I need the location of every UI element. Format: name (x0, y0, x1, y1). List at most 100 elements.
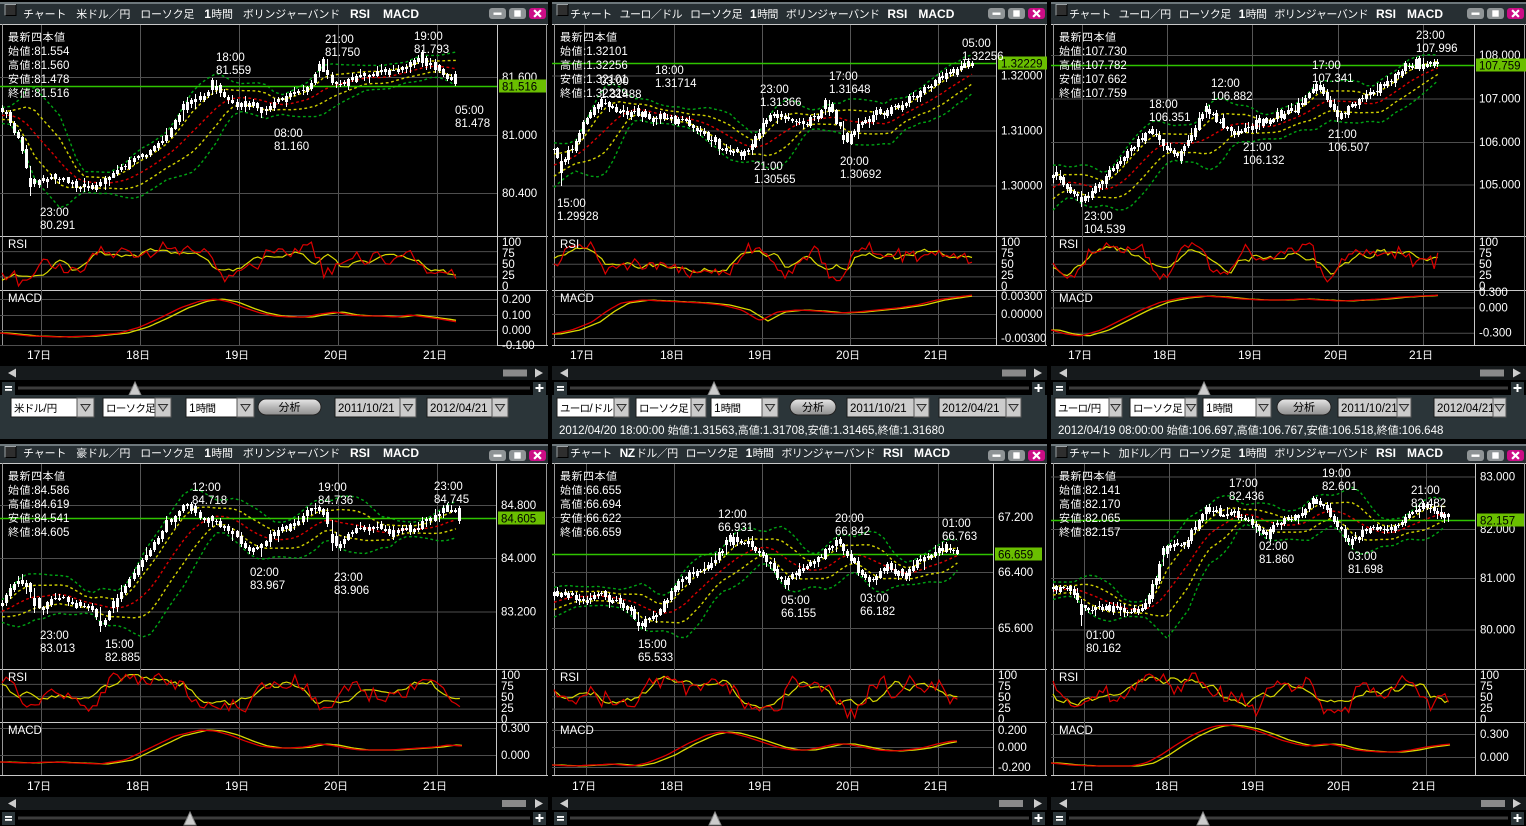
svg-text:-0.200: -0.200 (998, 762, 1031, 774)
svg-text:66.182: 66.182 (860, 606, 895, 618)
svg-text:21:00: 21:00 (1411, 485, 1440, 497)
svg-text:81.860: 81.860 (1259, 554, 1294, 566)
svg-text:1: 1 (204, 446, 211, 460)
svg-text:23:00: 23:00 (40, 630, 69, 642)
svg-text:100: 100 (1480, 670, 1499, 682)
svg-text:81.698: 81.698 (1348, 564, 1383, 576)
svg-text:100: 100 (1001, 237, 1020, 249)
svg-text:80.400: 80.400 (502, 188, 537, 200)
svg-text::82.170: :82.170 (1082, 499, 1120, 511)
svg-text::106.767,: :106.767, (1259, 425, 1307, 437)
svg-text:2011/10/21: 2011/10/21 (850, 403, 907, 415)
svg-text:81.000: 81.000 (1480, 573, 1515, 585)
svg-text:81.793: 81.793 (414, 44, 449, 56)
svg-text:-0.300: -0.300 (1479, 328, 1512, 340)
svg-text:0.00300: 0.00300 (1001, 291, 1043, 303)
svg-text::1.32101: :1.32101 (583, 74, 628, 86)
svg-text:/: / (1087, 401, 1091, 415)
svg-text:MACD: MACD (560, 725, 594, 737)
svg-text:81.000: 81.000 (502, 130, 537, 142)
svg-text:82.000: 82.000 (1480, 524, 1515, 536)
svg-text:80.162: 80.162 (1086, 643, 1121, 655)
svg-text::82.065: :82.065 (1082, 513, 1120, 525)
svg-text:RSI: RSI (883, 446, 903, 460)
svg-text:23:00: 23:00 (334, 572, 363, 584)
svg-text:05:00: 05:00 (455, 105, 484, 117)
svg-text:RSI: RSI (560, 672, 579, 684)
svg-text:23:00: 23:00 (434, 481, 463, 493)
svg-text:18: 18 (660, 779, 674, 793)
svg-text::81.516: :81.516 (31, 88, 69, 100)
svg-text:23:00: 23:00 (1084, 211, 1113, 223)
svg-text:19: 19 (225, 348, 239, 362)
svg-text:15:00: 15:00 (105, 639, 134, 651)
svg-text:75: 75 (501, 681, 514, 693)
svg-text:17:00: 17:00 (1312, 60, 1341, 72)
svg-text:-0.100: -0.100 (502, 340, 535, 352)
svg-text:21: 21 (423, 348, 437, 362)
svg-text:0.100: 0.100 (502, 310, 531, 322)
svg-text::1.31465,: :1.31465, (830, 425, 878, 437)
svg-text:Z: Z (628, 446, 635, 460)
svg-text:1: 1 (1239, 446, 1246, 460)
svg-text:21: 21 (924, 348, 938, 362)
svg-text:100: 100 (998, 670, 1017, 682)
svg-text:83.967: 83.967 (250, 580, 285, 592)
svg-text:19: 19 (1241, 779, 1255, 793)
svg-text:67.200: 67.200 (998, 512, 1033, 524)
svg-text::1.32101: :1.32101 (583, 46, 628, 58)
svg-text:RSI: RSI (1059, 672, 1078, 684)
svg-text:20: 20 (836, 779, 850, 793)
svg-text:2011/10/21: 2011/10/21 (1341, 403, 1398, 415)
svg-text:18: 18 (126, 779, 140, 793)
svg-text:107.996: 107.996 (1416, 43, 1458, 55)
svg-text::84.586: :84.586 (31, 485, 69, 497)
svg-text:83.000: 83.000 (1480, 472, 1515, 484)
svg-text:RSI: RSI (560, 239, 579, 251)
svg-text:75: 75 (1479, 248, 1492, 260)
svg-text::1.31680: :1.31680 (900, 425, 945, 437)
svg-text:105.000: 105.000 (1479, 180, 1521, 192)
svg-text:2012/04/20 18:00:00: 2012/04/20 18:00:00 (559, 425, 668, 437)
svg-text:0.00000: 0.00000 (1001, 309, 1043, 321)
svg-text::81.554: :81.554 (31, 46, 70, 58)
svg-text:1.32229: 1.32229 (1001, 59, 1043, 71)
svg-text:17: 17 (1070, 779, 1084, 793)
svg-text::81.478: :81.478 (31, 74, 69, 86)
svg-text:20: 20 (1327, 779, 1341, 793)
svg-text:03:00: 03:00 (1348, 551, 1377, 563)
svg-text:83.013: 83.013 (40, 643, 75, 655)
svg-text:18: 18 (1155, 779, 1169, 793)
svg-text:0.200: 0.200 (502, 294, 531, 306)
svg-text:106.882: 106.882 (1211, 91, 1253, 103)
svg-text:2011/10/21: 2011/10/21 (338, 403, 395, 415)
svg-text:1.31714: 1.31714 (655, 78, 697, 90)
svg-text::1.32229: :1.32229 (583, 88, 628, 100)
svg-text:MACD: MACD (918, 7, 954, 21)
svg-text:0.000: 0.000 (501, 750, 530, 762)
svg-text:RSI: RSI (887, 7, 907, 21)
svg-text:50: 50 (1001, 259, 1014, 271)
svg-text:84.745: 84.745 (434, 494, 469, 506)
svg-text:2012/04/21: 2012/04/21 (1437, 403, 1495, 415)
svg-text:107.341: 107.341 (1312, 73, 1354, 85)
svg-text:84.605: 84.605 (501, 514, 536, 526)
svg-text:17:00: 17:00 (829, 71, 858, 83)
svg-text::1.31563,: :1.31563, (690, 425, 738, 437)
svg-text:104.539: 104.539 (1084, 224, 1126, 236)
svg-text:23:00: 23:00 (40, 207, 69, 219)
svg-text:21: 21 (1409, 348, 1423, 362)
svg-text:08:00: 08:00 (274, 128, 303, 140)
svg-text::107.662: :107.662 (1082, 74, 1127, 86)
svg-text:0: 0 (1480, 714, 1486, 726)
svg-text:66.155: 66.155 (781, 608, 816, 620)
svg-text:25: 25 (1001, 270, 1014, 282)
svg-text:MACD: MACD (560, 293, 594, 305)
svg-text:84.000: 84.000 (501, 553, 536, 565)
svg-text:21:00: 21:00 (1328, 129, 1357, 141)
svg-text:106.000: 106.000 (1479, 137, 1521, 149)
svg-text:19: 19 (748, 348, 762, 362)
svg-text:20: 20 (1324, 348, 1338, 362)
svg-text:1.30565: 1.30565 (754, 174, 796, 186)
svg-text::66.622: :66.622 (583, 513, 621, 525)
